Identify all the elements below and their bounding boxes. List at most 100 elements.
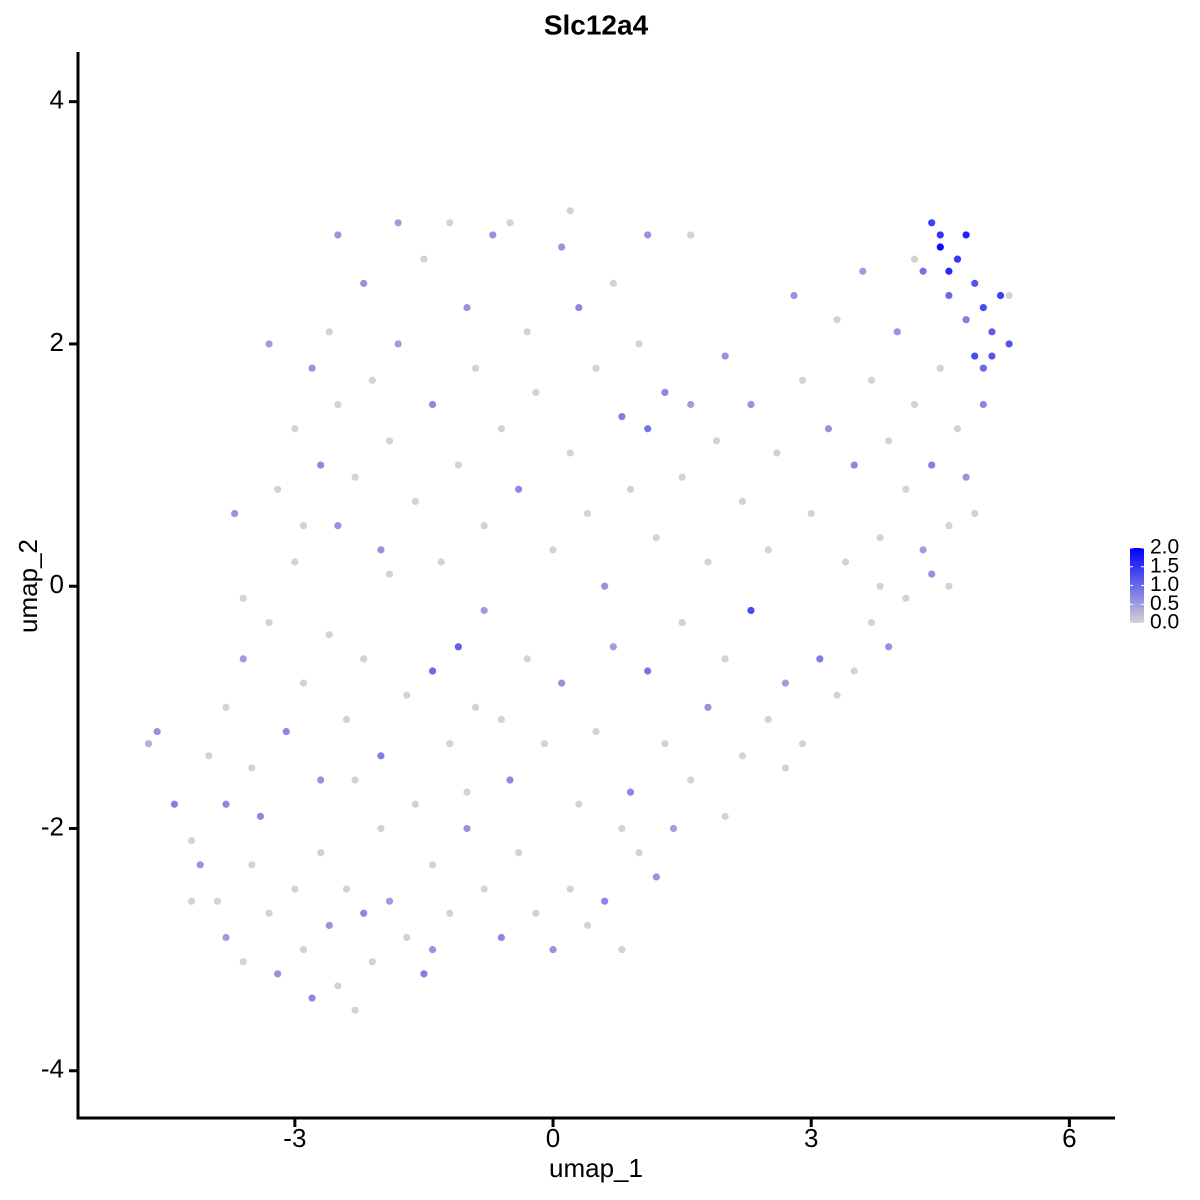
point [781, 764, 789, 772]
point [368, 958, 376, 966]
point [342, 885, 351, 893]
x-tick-label: 6 [1062, 1123, 1076, 1153]
point [644, 667, 652, 675]
point [626, 788, 635, 796]
point [902, 485, 910, 493]
point [446, 909, 454, 917]
point [816, 655, 824, 663]
point [592, 364, 600, 372]
point [979, 400, 987, 409]
point [523, 655, 531, 663]
point [291, 558, 299, 566]
point [919, 267, 927, 275]
point [962, 473, 970, 481]
point [661, 388, 669, 396]
point [979, 364, 987, 372]
point [420, 255, 428, 263]
point [480, 885, 488, 893]
point [971, 509, 979, 518]
point [299, 946, 308, 954]
point [385, 570, 394, 578]
point [446, 740, 454, 748]
point [618, 413, 626, 421]
point [377, 546, 385, 554]
point [962, 231, 970, 239]
point [377, 824, 385, 833]
point [428, 861, 437, 869]
point [618, 946, 626, 954]
point [274, 970, 282, 978]
point [532, 909, 540, 917]
point [411, 800, 419, 808]
point [833, 691, 841, 699]
point [687, 776, 695, 784]
point [187, 836, 196, 845]
point [566, 885, 574, 893]
point [325, 921, 333, 929]
point [669, 824, 678, 833]
point [721, 352, 729, 360]
point [996, 291, 1005, 300]
point [850, 461, 858, 469]
point [342, 715, 351, 724]
point [549, 946, 557, 954]
point [480, 606, 488, 615]
point [859, 267, 867, 275]
point [867, 618, 876, 627]
point [704, 703, 712, 711]
point [687, 231, 695, 239]
point [239, 594, 247, 602]
point [489, 231, 497, 239]
point [635, 340, 643, 348]
point [738, 497, 746, 506]
point [291, 885, 299, 893]
point [325, 328, 333, 336]
point [420, 970, 428, 978]
point [317, 776, 325, 784]
point [747, 400, 755, 409]
x-tick-label: 3 [804, 1123, 818, 1153]
point [308, 364, 316, 372]
point [523, 328, 531, 336]
point [540, 740, 549, 748]
point [609, 643, 617, 651]
point [979, 303, 987, 312]
point [652, 534, 660, 542]
point [471, 364, 480, 372]
point [644, 231, 652, 239]
point [411, 497, 419, 506]
point [558, 679, 566, 687]
point [764, 546, 772, 554]
point [265, 909, 273, 917]
point [325, 631, 333, 639]
point [945, 291, 953, 300]
point [360, 655, 368, 663]
y-tick-label: -4 [41, 1054, 64, 1084]
point [876, 582, 884, 590]
point [953, 255, 962, 263]
point [971, 352, 979, 360]
point [334, 522, 342, 530]
point [515, 849, 523, 857]
point [506, 219, 514, 227]
point [1005, 340, 1013, 348]
point [747, 606, 755, 615]
point [428, 400, 437, 409]
point [1005, 291, 1013, 300]
point [360, 909, 368, 917]
point [928, 570, 936, 578]
point [299, 522, 308, 530]
point [781, 679, 789, 687]
point [876, 534, 884, 542]
point [945, 582, 953, 590]
point [463, 303, 471, 312]
point [988, 352, 996, 360]
point [187, 897, 196, 905]
point [601, 582, 609, 590]
point [609, 279, 617, 287]
point [248, 764, 256, 772]
point [299, 679, 308, 687]
y-tick-label: 4 [50, 85, 64, 115]
point [170, 800, 178, 808]
point [248, 861, 256, 869]
